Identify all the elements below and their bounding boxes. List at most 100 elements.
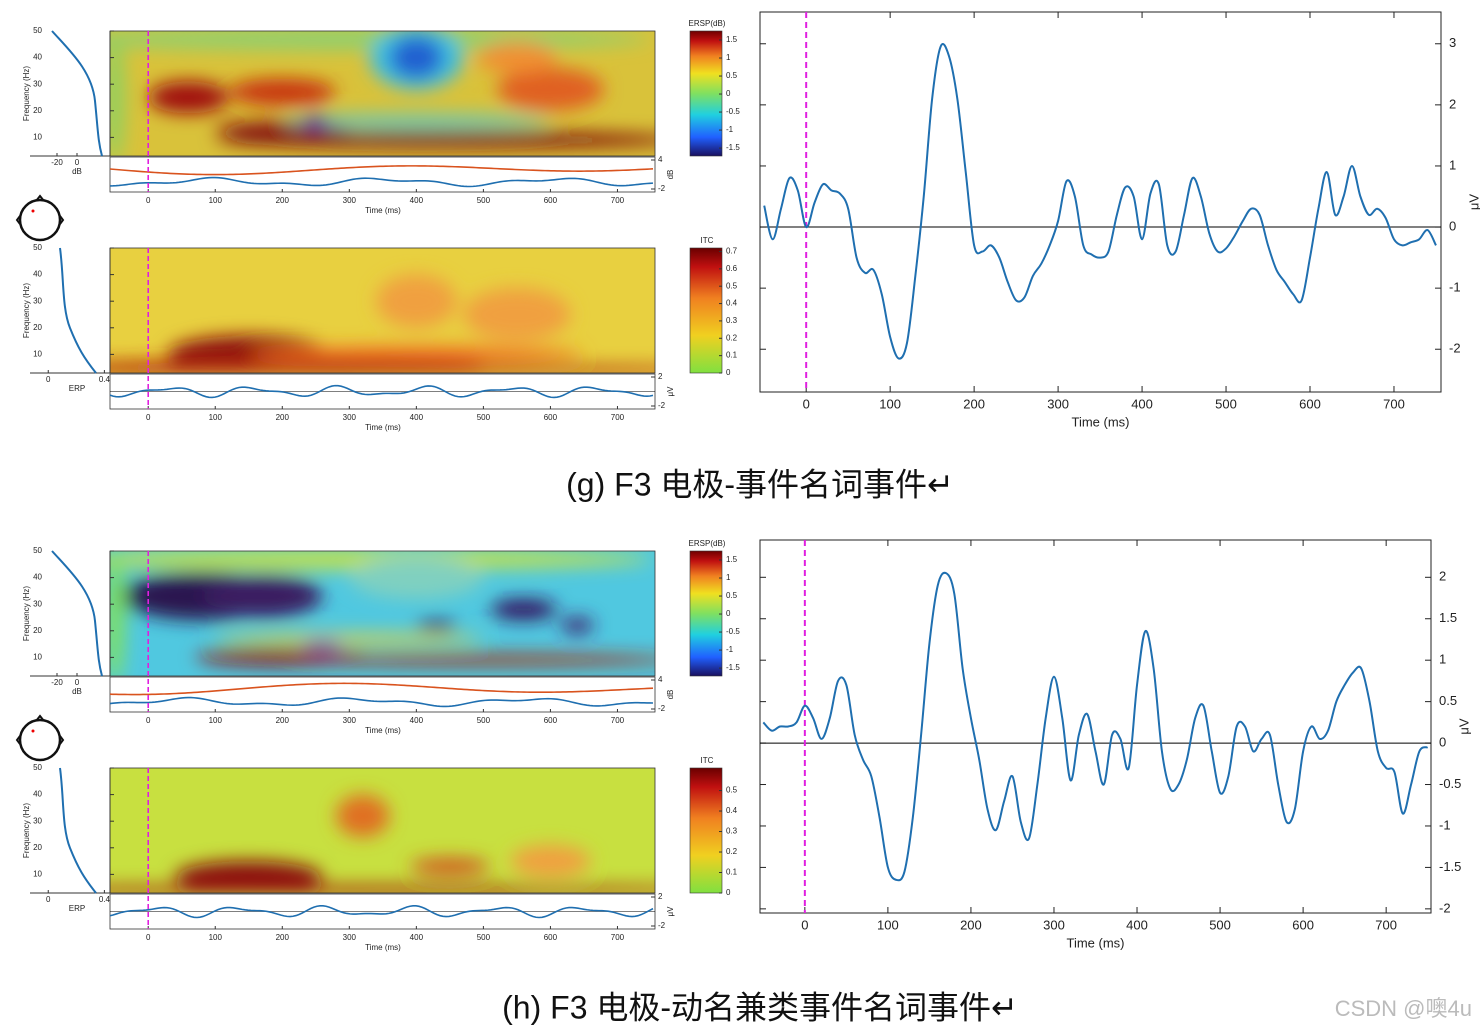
colorbar-tick-label: -1.5 — [726, 663, 740, 672]
electrode — [31, 209, 35, 213]
tf-image — [110, 248, 655, 373]
freq-tick-label: 50 — [33, 26, 42, 35]
tf-blob — [228, 78, 336, 106]
tf-blob — [175, 861, 323, 893]
time-tick-label: 100 — [209, 196, 223, 205]
freq-tick-label: 40 — [33, 53, 42, 62]
x-tick-label: 700 — [1375, 917, 1397, 932]
time-tick-label: 200 — [276, 716, 290, 725]
freq-tick-label: 50 — [33, 243, 42, 252]
freq-tick-label: 30 — [33, 296, 42, 305]
time-axis-label: Time (ms) — [365, 423, 401, 432]
freq-tick-label: 30 — [33, 599, 42, 608]
tf-blob — [302, 116, 330, 127]
freq-tick-label: 50 — [33, 546, 42, 555]
colorbar-label: ERSP(dB) — [689, 19, 726, 28]
time-tick-label: 0 — [146, 716, 151, 725]
freq-tick-label: 10 — [33, 869, 42, 878]
caption: (h) F3 电极-动名兼类事件名词事件↵ — [502, 989, 1018, 1025]
tf-blob — [463, 287, 571, 342]
time-axis-label: Time (ms) — [365, 726, 401, 735]
y-tick-label: -2 — [1449, 341, 1461, 356]
time-tick-label: 300 — [343, 413, 357, 422]
strip-tick-label: 4 — [658, 155, 663, 164]
colorbar-tick-label: 0.5 — [726, 591, 738, 600]
tf-blob — [302, 640, 343, 649]
freq-tick-label: 40 — [33, 270, 42, 279]
tf-blob — [110, 31, 125, 156]
x-tick-label: 200 — [960, 917, 982, 932]
time-tick-label: 700 — [611, 716, 625, 725]
freq-tick-label: 20 — [33, 106, 42, 115]
x-tick-label: 300 — [1043, 917, 1065, 932]
freq-tick-label: 30 — [33, 79, 42, 88]
colorbar-tick-label: 0 — [726, 89, 731, 98]
tf-image — [110, 31, 655, 156]
tf-blob — [248, 346, 584, 363]
head-ears — [15, 714, 65, 745]
tf-blob — [416, 620, 457, 631]
strip-tick-label: -2 — [658, 921, 666, 930]
marginal-tick-label: 0 — [75, 678, 80, 687]
colorbar-tick-label: 0.7 — [726, 247, 738, 256]
time-tick-label: 400 — [410, 196, 424, 205]
time-tick-label: 200 — [276, 413, 290, 422]
x-tick-label: 300 — [1047, 396, 1069, 411]
tf-blob — [110, 551, 125, 676]
tf-blob — [510, 845, 591, 878]
time-tick-label: 100 — [209, 933, 223, 942]
tf-blob — [110, 886, 655, 893]
time-tick-label: 600 — [544, 933, 558, 942]
colorbar-tick-label: 0.1 — [726, 868, 738, 877]
time-tick-label: 700 — [611, 413, 625, 422]
colorbar-tick-label: 0.2 — [726, 847, 738, 856]
strip-unit: μV — [666, 906, 675, 917]
tf-blob — [110, 551, 651, 570]
time-tick-label: 300 — [343, 933, 357, 942]
strip-tick-label: -2 — [658, 401, 666, 410]
time-tick-label: 0 — [146, 413, 151, 422]
x-tick-label: 400 — [1126, 917, 1148, 932]
marginal-curve — [59, 767, 97, 894]
colorbar-tick-label: 0.1 — [726, 351, 738, 360]
tf-blob — [335, 794, 390, 838]
y-tick-label: -2 — [1439, 900, 1451, 915]
colorbar-tick-label: -1 — [726, 125, 734, 134]
tf-blob — [110, 31, 651, 50]
head-icon — [18, 718, 62, 762]
colorbar-tick-label: 1.5 — [726, 35, 738, 44]
strip-unit: μV — [666, 386, 675, 397]
time-tick-label: 500 — [477, 933, 491, 942]
freq-tick-label: 10 — [33, 132, 42, 141]
x-tick-label: 600 — [1299, 396, 1321, 411]
marginal-tick-label: -20 — [51, 678, 63, 687]
colorbar-tick-label: 1 — [726, 573, 731, 582]
y-tick-label: -1 — [1439, 817, 1451, 832]
marginal-tick-label: 0.4 — [99, 375, 111, 384]
x-tick-label: 600 — [1292, 917, 1314, 932]
tf-blob — [389, 36, 444, 79]
tf-blob — [349, 556, 484, 599]
strip-unit: dB — [666, 690, 675, 700]
electrode — [31, 729, 35, 733]
y-axis-label: μV — [1466, 194, 1480, 210]
tf-blobs — [110, 794, 655, 893]
colorbar — [689, 550, 723, 677]
tf-blob — [282, 113, 551, 130]
y-tick-label: 0 — [1449, 218, 1456, 233]
time-axis-label: Time (ms) — [365, 206, 401, 215]
time-tick-label: 200 — [276, 933, 290, 942]
marginal-axis-label: ERP — [69, 904, 85, 913]
strip-tick-label: -2 — [658, 704, 666, 713]
strip-curve — [109, 682, 654, 696]
tf-blob — [376, 274, 457, 328]
marginal-axis-label: dB — [72, 687, 82, 696]
strip-curve — [109, 904, 654, 919]
x-axis-label: Time (ms) — [1071, 414, 1129, 429]
freq-axis-label: Frequency (Hz) — [22, 283, 31, 338]
colorbar-tick-label: -0.5 — [726, 107, 740, 116]
colorbar-tick-label: 1.5 — [726, 555, 738, 564]
time-tick-label: 100 — [209, 413, 223, 422]
x-tick-label: 0 — [801, 917, 808, 932]
